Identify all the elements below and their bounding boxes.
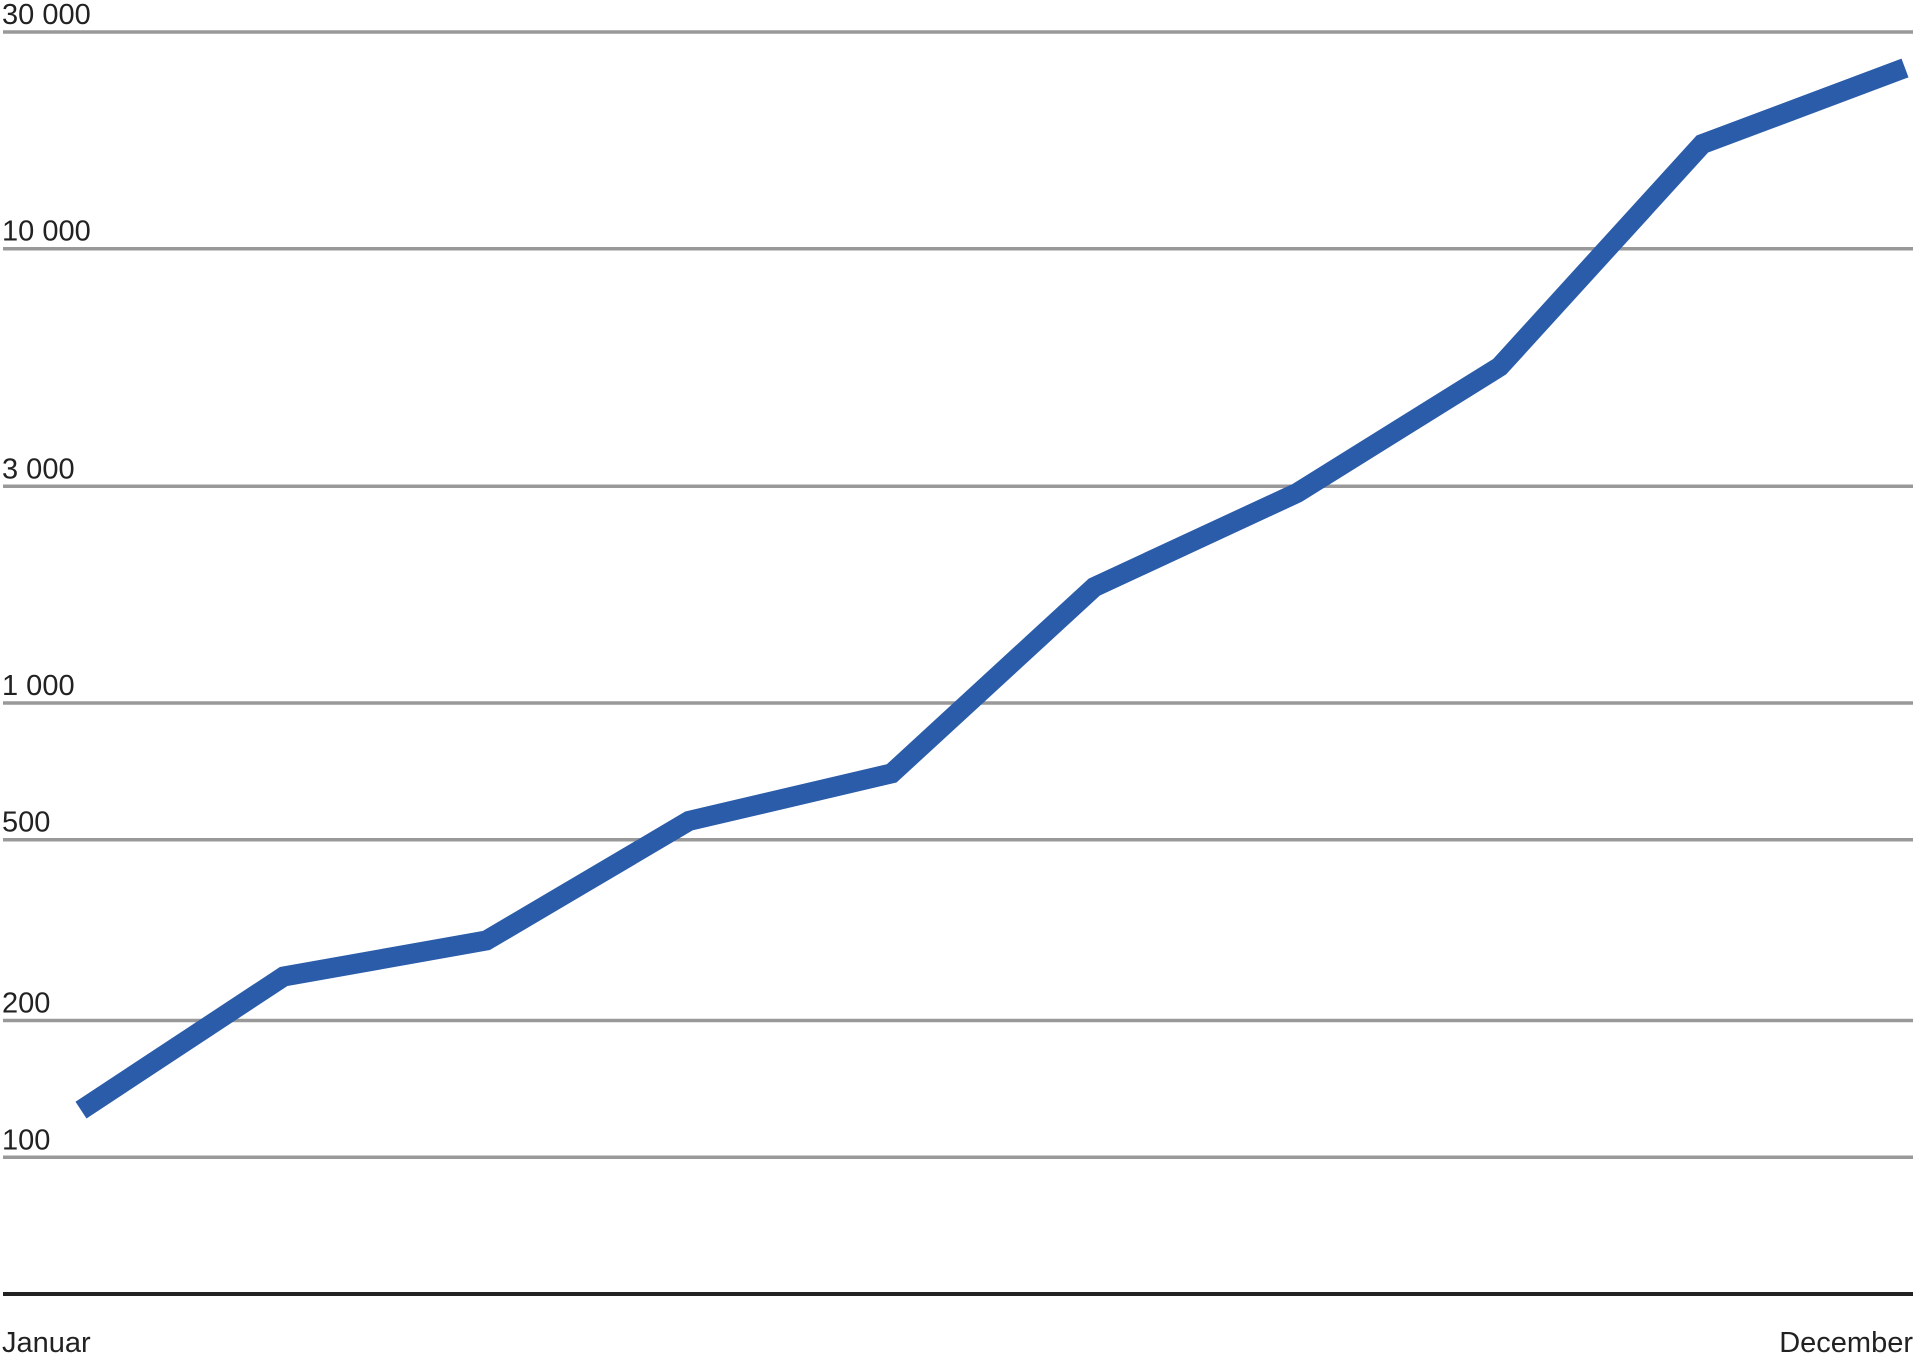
y-tick-label: 1 000: [2, 670, 75, 702]
y-tick-label: 10 000: [2, 216, 91, 248]
y-tick-label: 3 000: [2, 453, 75, 485]
data-line: [75, 58, 1909, 1119]
y-tick-label: 30 000: [2, 0, 91, 31]
x-tick-label: December: [1779, 1327, 1913, 1357]
y-tick-label: 200: [2, 988, 50, 1020]
y-tick-label: 100: [2, 1124, 50, 1156]
y-tick-label: 500: [2, 807, 50, 839]
x-tick-label: Januar: [2, 1327, 91, 1357]
